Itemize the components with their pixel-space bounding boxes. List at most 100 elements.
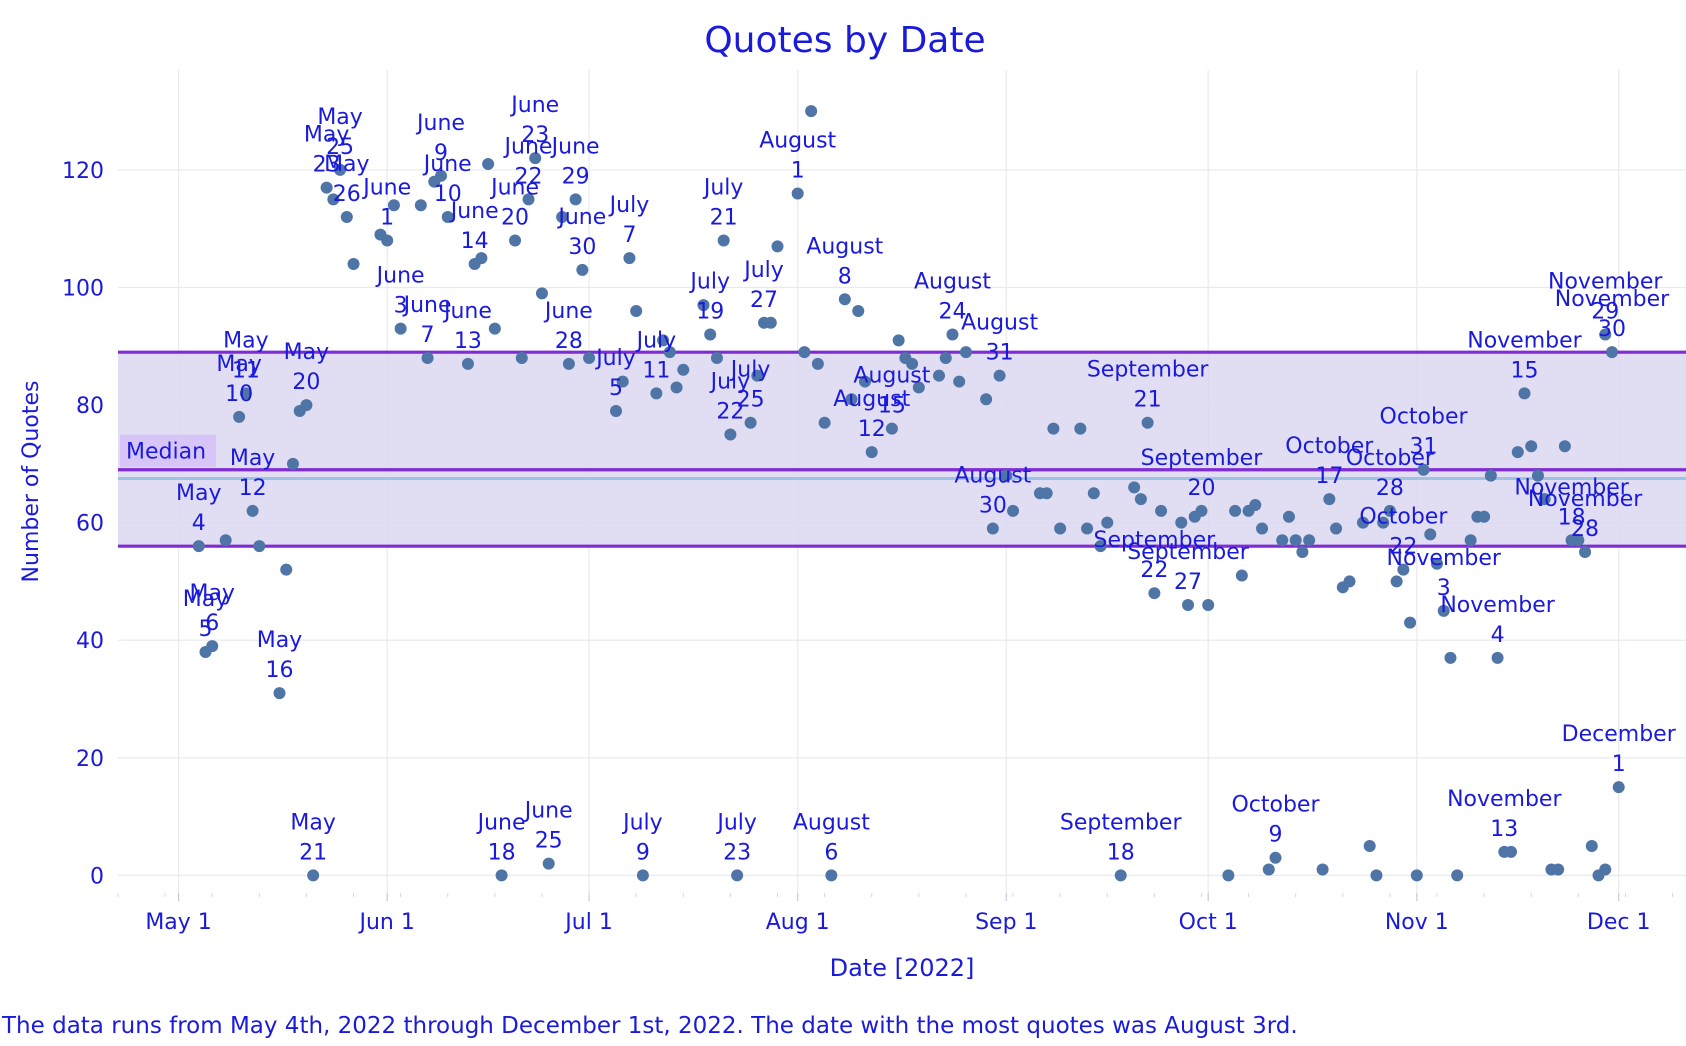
- x-tick-label: Jun 1: [357, 910, 414, 935]
- data-point: [650, 387, 663, 400]
- data-point: [1437, 604, 1450, 617]
- point-label: May 16: [257, 628, 302, 683]
- data-point: [1323, 493, 1336, 506]
- data-point: [1356, 516, 1369, 529]
- data-point: [852, 305, 865, 318]
- data-point: [1195, 504, 1208, 517]
- data-point: [1491, 651, 1504, 664]
- data-point: [825, 869, 838, 882]
- point-label: August 30: [954, 464, 1031, 519]
- title-layer: Quotes by Date Date [2022] Number of Quote…: [19, 20, 986, 982]
- point-label: August 1: [759, 128, 836, 183]
- point-label: June 13: [442, 299, 492, 354]
- data-point: [609, 404, 622, 417]
- data-point: [838, 293, 851, 306]
- point-label: November 29: [1548, 270, 1663, 325]
- x-tick-label: Aug 1: [766, 910, 830, 935]
- data-point: [1383, 504, 1396, 517]
- data-point: [677, 363, 690, 376]
- median-band: [118, 352, 1686, 547]
- point-label: May 26: [324, 152, 369, 207]
- data-point: [1114, 869, 1127, 882]
- data-point: [435, 169, 448, 182]
- point-label: August 24: [914, 270, 991, 325]
- data-point: [192, 540, 205, 553]
- y-axis-title: Number of Quotes: [19, 381, 44, 583]
- x-axis-title: Date [2022]: [830, 954, 975, 982]
- point-label: July 22: [709, 369, 751, 424]
- point-label: June 7: [402, 293, 452, 348]
- point-label: October 31: [1380, 405, 1469, 460]
- point-label: June 3: [375, 264, 425, 319]
- data-point: [933, 369, 946, 382]
- point-label: July 21: [702, 175, 744, 230]
- point-label: May 11: [223, 328, 268, 383]
- data-point: [1404, 616, 1417, 629]
- data-point: [885, 422, 898, 435]
- data-point: [811, 357, 824, 370]
- point-label: May 5: [183, 587, 228, 642]
- data-point: [1155, 504, 1168, 517]
- point-label: May 10: [216, 352, 261, 407]
- point-label: June 10: [422, 152, 472, 207]
- point-label: September 20: [1141, 446, 1264, 501]
- data-point: [980, 393, 993, 406]
- data-point: [334, 163, 347, 176]
- data-point: [959, 346, 972, 359]
- data-point: [1505, 845, 1518, 858]
- y-tick-label: 0: [90, 864, 104, 889]
- data-point: [414, 199, 427, 212]
- data-point: [1276, 534, 1289, 547]
- data-point: [441, 210, 454, 223]
- point-label: June 20: [489, 175, 539, 230]
- x-tick-label: Oct 1: [1179, 910, 1238, 935]
- data-point: [798, 346, 811, 359]
- data-point: [1296, 546, 1309, 559]
- data-point: [1316, 863, 1329, 876]
- data-point: [818, 416, 831, 429]
- data-point: [482, 158, 495, 171]
- data-point: [1182, 598, 1195, 611]
- data-point: [286, 457, 299, 470]
- point-label: June 18: [476, 810, 526, 865]
- data-point: [1256, 522, 1269, 535]
- data-point: [892, 334, 905, 347]
- data-point: [1007, 504, 1020, 517]
- data-point: [865, 446, 878, 459]
- data-point: [1585, 839, 1598, 852]
- data-point: [535, 287, 548, 300]
- data-point: [495, 869, 508, 882]
- data-point: [583, 352, 596, 365]
- data-point: [986, 522, 999, 535]
- data-point: [805, 105, 818, 118]
- data-point: [381, 234, 394, 247]
- point-label: November 18: [1514, 475, 1629, 530]
- data-point: [1397, 563, 1410, 576]
- data-point: [663, 346, 676, 359]
- data-point: [246, 504, 259, 517]
- data-point: [1249, 499, 1262, 512]
- point-label: May 23: [304, 123, 349, 178]
- data-point: [387, 199, 400, 212]
- data-point: [771, 240, 784, 253]
- data-point: [522, 193, 535, 206]
- data-point: [1410, 869, 1423, 882]
- data-point: [1572, 534, 1585, 547]
- point-label: August 31: [961, 311, 1038, 366]
- data-point: [347, 257, 360, 270]
- data-point: [320, 181, 333, 194]
- data-point: [1282, 510, 1295, 523]
- data-point: [946, 328, 959, 341]
- data-point: [717, 234, 730, 247]
- data-point: [1128, 481, 1141, 494]
- data-point: [1148, 587, 1161, 600]
- point-label: May 4: [176, 481, 221, 536]
- point-label: September 22: [1094, 528, 1217, 583]
- data-point: [744, 416, 757, 429]
- data-point: [206, 640, 219, 653]
- data-point: [1343, 575, 1356, 588]
- x-tick-label: Nov 1: [1385, 910, 1449, 935]
- data-point: [488, 322, 501, 335]
- data-point: [1047, 422, 1060, 435]
